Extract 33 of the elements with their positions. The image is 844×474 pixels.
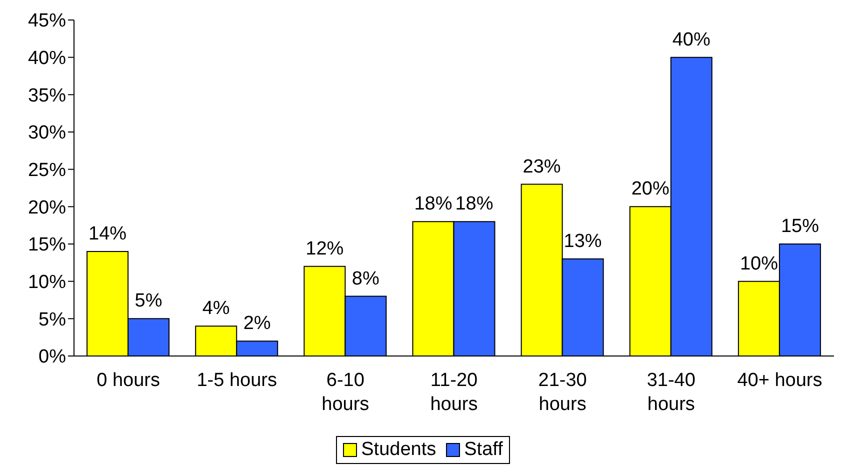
y-tick-label: 10%	[28, 272, 66, 294]
x-tick-label: 1-5 hours	[196, 370, 277, 391]
x-tick-label: 31-40 hours	[646, 370, 696, 415]
data-label: 18%	[414, 194, 452, 215]
data-label: 18%	[455, 194, 494, 215]
x-tick-label: 40+ hours	[737, 370, 822, 391]
data-label: 14%	[88, 223, 127, 244]
legend-label: Staff	[464, 439, 503, 461]
y-tick-label: 0%	[38, 346, 66, 368]
y-tick-label: 15%	[28, 234, 66, 256]
y-tick-label: 5%	[38, 309, 66, 330]
x-tick-label: 21-30 hours	[538, 370, 587, 415]
data-label: 12%	[306, 238, 344, 260]
data-label: 4%	[202, 298, 230, 320]
y-tick-label: 35%	[28, 85, 66, 106]
y-tick-label: 20%	[28, 197, 66, 218]
data-label: 23%	[522, 156, 561, 178]
y-tick-label: 25%	[28, 160, 66, 182]
x-tick-label: 0 hours	[96, 370, 160, 391]
x-tick-label: 6-10 hours	[322, 370, 370, 415]
data-label: 15%	[780, 216, 820, 237]
y-tick-label: 30%	[28, 122, 66, 144]
data-label: 5%	[134, 290, 162, 312]
data-label: 8%	[352, 268, 380, 290]
legend-label: Students	[361, 439, 436, 461]
x-tick-label: 11-20 hours	[430, 370, 478, 415]
y-tick-label: 40%	[28, 48, 66, 70]
y-tick-label: 45%	[28, 10, 66, 32]
data-label: 10%	[740, 253, 778, 274]
data-label: 20%	[631, 178, 670, 200]
data-label: 13%	[564, 230, 602, 252]
data-label: 40%	[672, 29, 711, 50]
data-label: 2%	[243, 313, 271, 334]
